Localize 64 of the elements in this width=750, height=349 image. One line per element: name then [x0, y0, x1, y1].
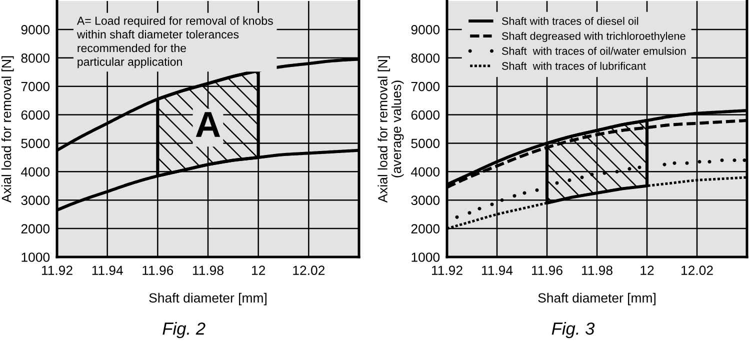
point	[500, 198, 504, 202]
x-tick-label: 12	[640, 266, 654, 275]
point	[512, 194, 516, 198]
y-tick-label: 8000	[21, 53, 50, 63]
y-axis-title: Axial load for removal [N] (average values)	[378, 56, 404, 203]
x-tick-label: 12.02	[682, 266, 713, 276]
point	[672, 161, 676, 165]
text: Fig. 3	[552, 322, 595, 338]
x-tick-label: 11.96	[142, 266, 174, 276]
point	[662, 162, 666, 166]
point	[580, 176, 584, 180]
point	[732, 158, 736, 162]
legend-label: Shaft with traces of lubrificant	[502, 62, 646, 70]
point	[628, 167, 632, 171]
y-tick-label: 2000	[411, 224, 440, 234]
point	[535, 188, 539, 192]
annotation: A	[196, 112, 220, 137]
point	[615, 170, 619, 174]
x-tick-label: 11.94	[482, 266, 513, 276]
point	[720, 158, 724, 162]
annotation: A= Load required for removal of knobs within shaft diameter tolerances recommended for the particular application	[76, 16, 273, 68]
y-axis-title: Axial load for removal [N]	[1, 56, 14, 203]
y-tick-label: 5000	[411, 138, 440, 148]
y-tick-label: 4000	[21, 167, 50, 177]
legend-label: Shaft with traces of oil/water emulsion	[502, 46, 686, 55]
y-tick-label: 5000	[21, 138, 50, 148]
point	[638, 166, 642, 170]
y-tick-label: 6000	[411, 110, 440, 120]
y-tick-label: 3000	[21, 196, 50, 206]
x-tick-label: 11.92	[42, 266, 72, 276]
x-tick-label: 11.98	[582, 266, 612, 276]
point	[468, 211, 472, 215]
x-tick-label: 11.98	[192, 266, 224, 276]
text: Fig. 2	[162, 322, 206, 338]
y-tick-label: 4000	[411, 167, 440, 177]
point	[568, 178, 572, 182]
legend-label: Shaft with traces of diesel oil	[502, 16, 638, 25]
point	[455, 215, 459, 219]
point	[555, 181, 559, 185]
y-tick-label: 1000	[412, 252, 440, 262]
y-tick-label: 1000	[22, 252, 50, 262]
y-tick-label: 6000	[21, 110, 50, 120]
x-tick-label: 12.02	[293, 266, 325, 276]
point	[522, 191, 526, 195]
point	[685, 161, 689, 165]
y-tick-label: 9000	[21, 25, 50, 34]
point	[698, 160, 702, 164]
y-tick-label: 7000	[411, 82, 440, 92]
y-tick-label: 7000	[21, 82, 50, 92]
x-tick-label: 11.96	[532, 266, 562, 276]
y-tick-label: 3000	[411, 196, 440, 206]
x-tick-label: 12	[252, 266, 266, 275]
point	[742, 158, 746, 162]
y-tick-label: 8000	[411, 53, 440, 63]
point	[708, 160, 712, 164]
x-axis-title: Shaft diameter [mm]	[149, 292, 266, 306]
x-axis-title: Shaft diameter [mm]	[538, 292, 656, 306]
y-tick-label: 9000	[411, 25, 440, 34]
x-tick-label: 11.94	[92, 266, 123, 276]
point	[478, 206, 482, 210]
legend-label: Shaft degreased with trichloroethylene	[502, 32, 686, 42]
x-tick-label: 11.92	[432, 266, 462, 276]
point	[490, 202, 494, 206]
y-tick-label: 2000	[21, 224, 50, 234]
